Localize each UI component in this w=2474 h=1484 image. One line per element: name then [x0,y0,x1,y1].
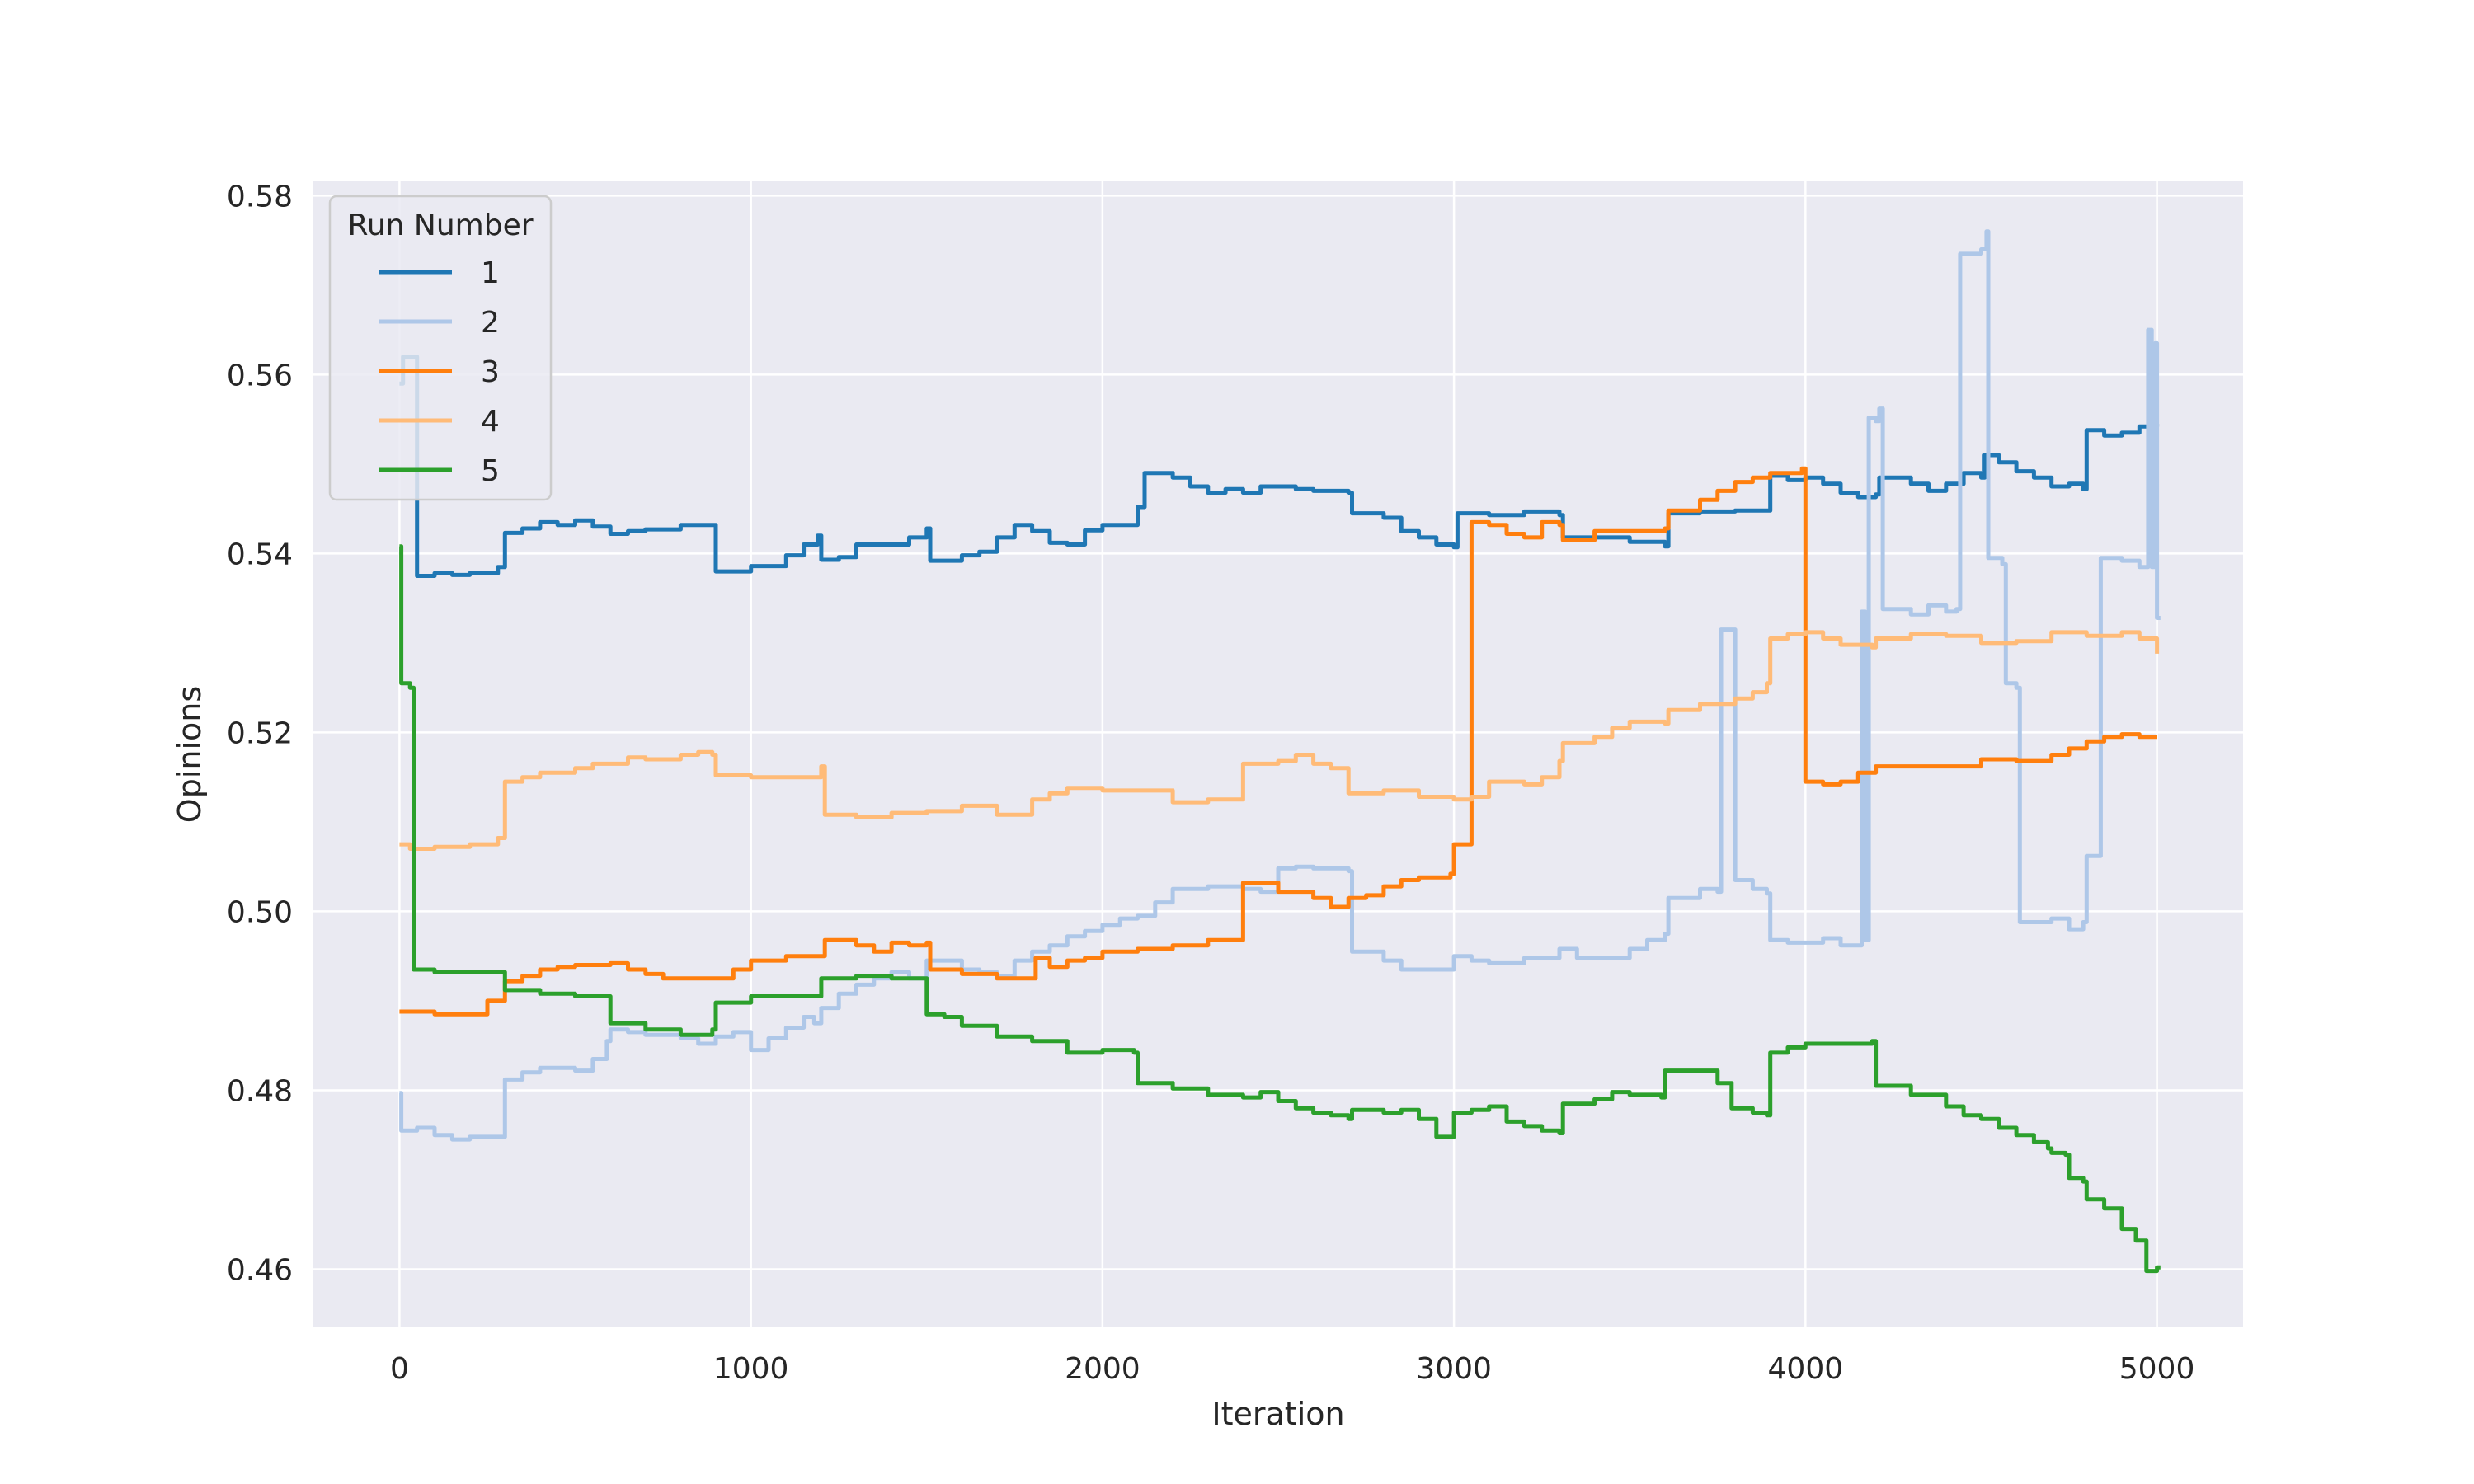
series-line-run-4 [399,630,2160,851]
x-tick-label: 2000 [1065,1352,1141,1386]
legend-label-run-1: 1 [481,256,500,290]
y-tick-labels: 0.46 0.48 0.50 0.52 0.54 0.56 0.58 [227,180,293,1287]
y-tick-label: 0.56 [227,359,293,392]
legend-title: Run Number [347,209,533,242]
series-lines [399,229,2161,1274]
x-tick-label: 5000 [2119,1352,2195,1386]
y-axis-label: Opinions [172,686,208,823]
y-tick-label: 0.54 [227,538,293,571]
x-tick-label: 1000 [713,1352,789,1386]
series-line-run-2 [399,229,2161,1142]
y-tick-label: 0.46 [227,1253,293,1287]
legend-label-run-5: 5 [481,454,500,488]
plot-area [313,181,2243,1327]
series-line-run-5 [399,544,2161,1274]
series-line-run-1 [399,355,2160,578]
legend-label-run-3: 3 [481,355,500,389]
x-tick-label: 4000 [1768,1352,1844,1386]
y-tick-label: 0.58 [227,180,293,214]
x-tick-label: 3000 [1416,1352,1492,1386]
legend-label-run-4: 4 [481,405,500,439]
series-line-run-3 [399,466,2157,1017]
y-tick-label: 0.52 [227,716,293,750]
x-tick-labels: 0 1000 2000 3000 4000 5000 [390,1352,2194,1386]
legend-label-run-2: 2 [481,306,500,340]
x-axis-label: Iteration [1211,1396,1344,1432]
legend: Run Number 1 2 3 4 5 [328,195,553,501]
y-tick-label: 0.48 [227,1074,293,1108]
y-tick-label: 0.50 [227,895,293,929]
x-tick-label: 0 [390,1352,409,1386]
